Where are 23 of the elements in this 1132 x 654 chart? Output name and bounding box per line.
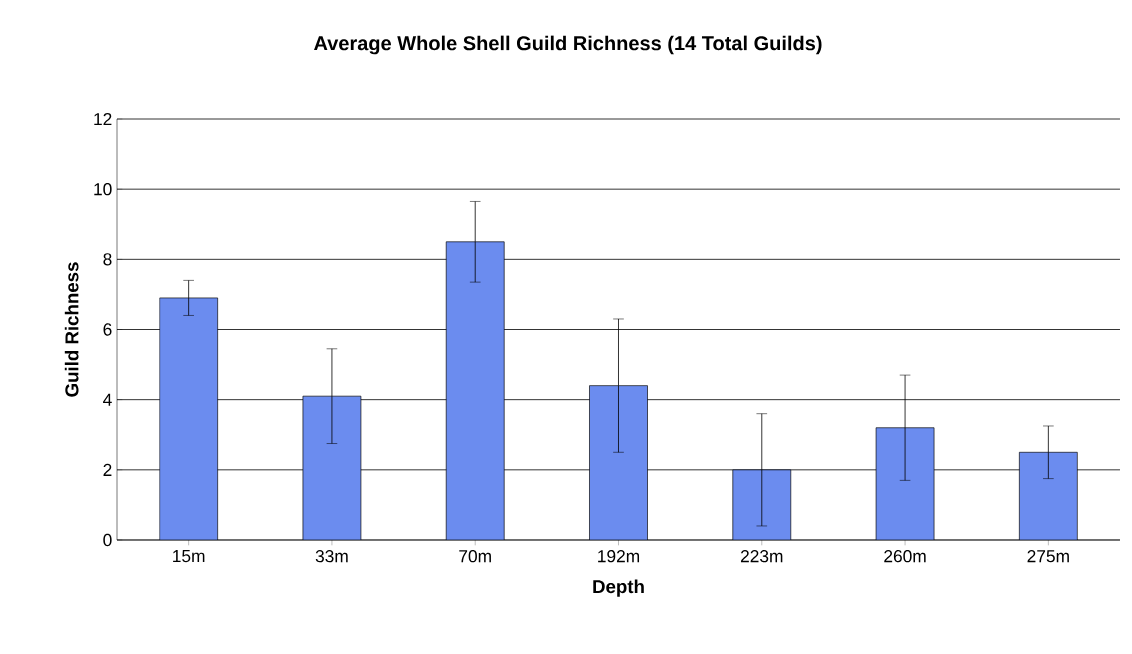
x-tick-label: 70m xyxy=(459,550,491,563)
bar xyxy=(876,427,935,540)
x-tick-label: 15m xyxy=(173,550,205,563)
bar xyxy=(446,241,505,540)
y-tick-label: 8 xyxy=(103,253,112,266)
y-tick-label: 2 xyxy=(103,463,112,476)
y-tick-label: 4 xyxy=(103,393,112,406)
x-tick-label: 260m xyxy=(884,550,926,563)
y-tick-label: 12 xyxy=(94,112,112,126)
x-tick-label: 192m xyxy=(598,550,640,563)
chart-title: Average Whole Shell Guild Richness (14 Total Guilds) xyxy=(314,35,822,55)
bar xyxy=(302,396,361,540)
bar xyxy=(1019,451,1078,540)
bar xyxy=(589,385,648,540)
x-axis-title: Depth xyxy=(593,579,644,597)
x-tick-label: 275m xyxy=(1027,550,1069,563)
bar xyxy=(159,297,218,540)
y-tick-label: 6 xyxy=(103,323,112,336)
x-tick-label: 223m xyxy=(740,550,783,563)
y-axis-title: Guild Richness xyxy=(64,262,79,397)
y-tick-label: 10 xyxy=(94,183,112,196)
x-tick-label: 33m xyxy=(315,550,348,563)
y-tick-label: 0 xyxy=(103,533,112,547)
